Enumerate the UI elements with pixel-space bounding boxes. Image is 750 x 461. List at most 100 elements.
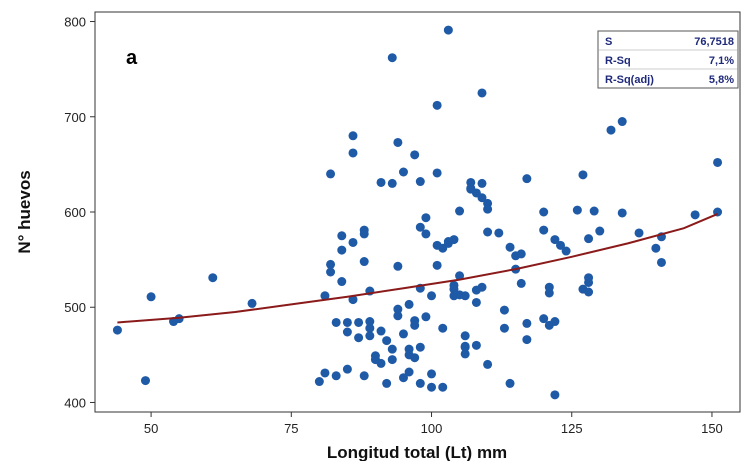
data-point bbox=[499, 323, 509, 333]
data-point bbox=[432, 260, 442, 270]
x-tick-label: 150 bbox=[701, 421, 723, 436]
stats-box: S 76,7518 R-Sq 7,1% R-Sq(adj) 5,8% bbox=[597, 30, 739, 89]
data-point bbox=[331, 317, 341, 327]
data-point bbox=[656, 257, 666, 267]
y-tick-label: 700 bbox=[64, 110, 86, 125]
data-point bbox=[617, 117, 627, 127]
y-tick-label: 800 bbox=[64, 15, 86, 30]
data-point bbox=[539, 207, 549, 217]
data-point bbox=[342, 317, 352, 327]
data-point bbox=[337, 231, 347, 241]
data-point bbox=[326, 267, 336, 277]
data-point bbox=[460, 291, 470, 301]
data-point bbox=[432, 168, 442, 178]
data-point bbox=[539, 314, 549, 324]
data-point bbox=[342, 327, 352, 337]
data-point bbox=[455, 271, 465, 281]
data-point bbox=[432, 100, 442, 110]
y-axis-label: N° huevos bbox=[15, 170, 34, 253]
data-point bbox=[398, 329, 408, 339]
data-point bbox=[505, 242, 515, 252]
x-tick-label: 50 bbox=[144, 421, 158, 436]
data-point bbox=[516, 278, 526, 288]
data-point bbox=[320, 291, 330, 301]
panel-label: a bbox=[126, 47, 138, 69]
data-point bbox=[477, 88, 487, 98]
data-point bbox=[337, 277, 347, 287]
data-point bbox=[387, 53, 397, 63]
data-point bbox=[398, 167, 408, 177]
data-point bbox=[320, 368, 330, 378]
data-point bbox=[247, 298, 257, 308]
data-point bbox=[208, 273, 218, 283]
y-axis: 400 500 600 700 800 bbox=[64, 15, 95, 410]
data-point bbox=[471, 340, 481, 350]
data-point bbox=[713, 157, 723, 167]
data-point bbox=[387, 355, 397, 365]
data-point bbox=[387, 178, 397, 188]
data-point bbox=[415, 378, 425, 388]
data-point bbox=[584, 287, 594, 297]
stat-label-s: S bbox=[605, 36, 612, 48]
data-point bbox=[348, 295, 358, 305]
data-point bbox=[314, 377, 324, 387]
data-point bbox=[348, 131, 358, 141]
data-point bbox=[572, 205, 582, 215]
data-point bbox=[617, 208, 627, 218]
data-point bbox=[460, 342, 470, 352]
data-point bbox=[112, 325, 122, 335]
data-point bbox=[561, 246, 571, 256]
y-tick-label: 500 bbox=[64, 300, 86, 315]
data-point bbox=[550, 235, 560, 245]
data-point bbox=[438, 382, 448, 392]
data-point bbox=[483, 204, 493, 214]
data-point bbox=[140, 376, 150, 386]
data-point bbox=[398, 373, 408, 383]
stat-value-s: 76,7518 bbox=[694, 36, 734, 48]
data-point bbox=[651, 243, 661, 253]
data-point bbox=[331, 371, 341, 381]
data-point bbox=[410, 316, 420, 326]
data-point bbox=[415, 177, 425, 187]
data-point bbox=[556, 240, 566, 250]
data-point bbox=[421, 213, 431, 223]
data-point bbox=[449, 284, 459, 294]
data-point bbox=[516, 249, 526, 259]
data-point bbox=[376, 177, 386, 187]
x-axis: 50 75 100 125 150 bbox=[144, 412, 723, 436]
fit-line bbox=[117, 212, 718, 324]
data-point bbox=[342, 364, 352, 374]
data-points bbox=[112, 25, 723, 400]
data-point bbox=[606, 125, 616, 135]
data-point bbox=[595, 226, 605, 236]
stat-label-rsq: R-Sq bbox=[605, 55, 631, 67]
data-point bbox=[421, 229, 431, 239]
data-point bbox=[146, 292, 156, 302]
data-point bbox=[415, 342, 425, 352]
data-point bbox=[337, 245, 347, 255]
data-point bbox=[359, 257, 369, 267]
data-point bbox=[460, 331, 470, 341]
data-point bbox=[443, 25, 453, 35]
data-point bbox=[354, 317, 364, 327]
data-point bbox=[376, 326, 386, 336]
data-point bbox=[449, 235, 459, 245]
data-point bbox=[544, 288, 554, 298]
data-point bbox=[382, 336, 392, 346]
data-point bbox=[393, 304, 403, 314]
data-point bbox=[505, 378, 515, 388]
data-point bbox=[634, 228, 644, 238]
x-axis-label: Longitud total (Lt) mm bbox=[327, 443, 507, 461]
data-point bbox=[410, 150, 420, 160]
data-point bbox=[370, 351, 380, 361]
data-point bbox=[365, 317, 375, 327]
data-point bbox=[483, 359, 493, 369]
x-tick-label: 75 bbox=[284, 421, 298, 436]
data-point bbox=[477, 178, 487, 188]
data-point bbox=[455, 206, 465, 216]
data-point bbox=[578, 170, 588, 180]
data-point bbox=[427, 291, 437, 301]
data-point bbox=[348, 237, 358, 247]
data-point bbox=[427, 382, 437, 392]
